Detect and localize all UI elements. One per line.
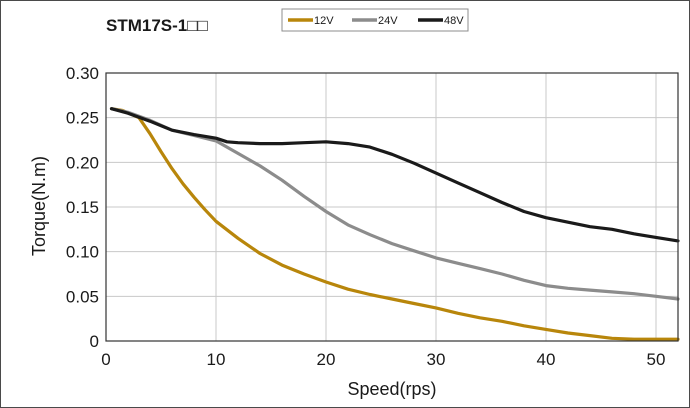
x-tick-label: 0 bbox=[101, 350, 110, 369]
legend-label-48v: 48V bbox=[444, 15, 464, 27]
y-tick-label: 0.30 bbox=[66, 64, 99, 83]
chart-title: STM17S-1□□ bbox=[106, 16, 208, 35]
legend: 12V 24V 48V bbox=[281, 8, 469, 32]
x-axis-label: Speed(rps) bbox=[347, 379, 436, 399]
series-line-12v bbox=[109, 107, 680, 341]
y-tick-label: 0.20 bbox=[66, 153, 99, 172]
y-tick-label: 0.15 bbox=[66, 198, 99, 217]
legend-label-24v: 24V bbox=[378, 15, 398, 27]
x-tick-label: 40 bbox=[537, 350, 556, 369]
tick-labels: 0 10 20 30 40 50 0 0.05 0.10 0.15 0.20 0.25 0.30 bbox=[66, 64, 666, 369]
y-tick-label: 0.25 bbox=[66, 109, 99, 128]
series-line-24v bbox=[109, 107, 680, 301]
x-tick-label: 50 bbox=[647, 350, 666, 369]
series-lines bbox=[109, 107, 680, 341]
y-axis-label: Torque(N.m) bbox=[29, 156, 49, 256]
x-tick-label: 20 bbox=[317, 350, 336, 369]
y-tick-label: 0.10 bbox=[66, 243, 99, 262]
x-tick-label: 30 bbox=[427, 350, 446, 369]
y-tick-label: 0.05 bbox=[66, 287, 99, 306]
x-tick-label: 10 bbox=[207, 350, 226, 369]
gridlines bbox=[106, 73, 678, 341]
legend-label-12v: 12V bbox=[314, 15, 334, 27]
plot-border bbox=[105, 72, 679, 342]
y-tick-label: 0 bbox=[90, 332, 99, 351]
series-line-48v bbox=[109, 107, 680, 243]
